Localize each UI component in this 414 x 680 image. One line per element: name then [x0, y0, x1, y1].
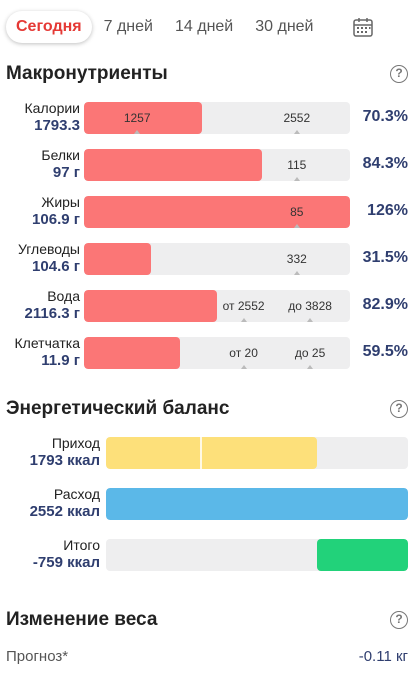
macro-percent: 82.9% [362, 296, 408, 313]
macro-target-label: 85 [290, 205, 304, 219]
macro-row: Углеводы 104.6 г 332 31.5% [0, 241, 414, 277]
macro-label: Белки 97 г [41, 147, 80, 182]
energy-value: -759 ккал [32, 554, 100, 571]
macro-name: Белки [41, 147, 80, 163]
macro-bar-fill [84, 290, 217, 322]
macro-bar-track: от 2552 до 3828 [84, 290, 350, 322]
energy-name: Расход [53, 486, 100, 502]
macro-label: Калории 1793.3 [25, 100, 80, 135]
macro-target-tick [293, 177, 300, 181]
tab-14-days[interactable]: 14 дней [174, 18, 234, 35]
macro-target-tick [307, 365, 314, 369]
energy-title: Энергетический баланс [6, 398, 230, 419]
macro-bar-track: 1257 2552 [84, 102, 350, 134]
macro-value: 106.9 г [32, 211, 80, 228]
macro-target-tick [293, 224, 300, 228]
weight-forecast-label: Прогноз* [6, 648, 69, 665]
macro-bar-track: 332 [84, 243, 350, 275]
weight-title: Изменение веса [6, 609, 158, 630]
macro-target-label: 115 [287, 158, 307, 172]
energy-bar-fill [106, 437, 318, 469]
macro-row: Вода 2116.3 г от 2552 до 3828 82.9% [0, 288, 414, 324]
calendar-icon[interactable] [352, 16, 374, 38]
macro-bar-fill [84, 337, 180, 369]
energy-name: Итого [63, 537, 100, 553]
energy-value: 1793 ккал [29, 452, 100, 469]
energy-bar-divider [199, 437, 202, 469]
macro-target-tick [240, 318, 247, 322]
macro-row: Жиры 106.9 г 85 126% [0, 194, 414, 230]
macro-percent: 70.3% [362, 108, 408, 125]
macro-row: Клетчатка 11.9 г от 20 до 25 59.5% [0, 335, 414, 371]
macro-label: Вода 2116.3 г [25, 288, 80, 323]
macro-target-label: 332 [286, 252, 307, 266]
macro-bar-track: 85 [84, 196, 350, 228]
macro-target-label: 2552 [283, 111, 311, 125]
energy-label: Расход 2552 ккал [30, 486, 100, 521]
macro-bar-track: от 20 до 25 [84, 337, 350, 369]
energy-bar-track [106, 488, 408, 520]
macro-bar-fill [84, 243, 151, 275]
macro-value: 104.6 г [32, 258, 80, 275]
macro-target-tick [240, 365, 247, 369]
energy-label: Приход 1793 ккал [30, 435, 100, 470]
macro-row: Белки 97 г 115 84.3% [0, 147, 414, 183]
energy-row: Приход 1793 ккал [0, 435, 414, 471]
energy-bar-track [106, 539, 408, 571]
macro-value: 2116.3 г [24, 305, 80, 322]
macro-name: Клетчатка [14, 335, 80, 351]
macro-percent: 84.3% [362, 155, 408, 172]
tab-today[interactable]: Сегодня [6, 11, 92, 43]
macro-percent: 59.5% [362, 343, 408, 360]
macro-value: 11.9 г [41, 352, 80, 369]
macro-target-label: до 3828 [288, 299, 332, 313]
macro-target-tick [293, 130, 300, 134]
macro-target-tick [134, 130, 141, 134]
macro-target-tick [293, 271, 300, 275]
energy-name: Приход [51, 435, 100, 451]
macros-help-icon[interactable]: ? [390, 65, 408, 83]
macro-target-label: от 2552 [222, 299, 265, 313]
macro-name: Калории [24, 100, 80, 116]
tab-30-days[interactable]: 30 дней [255, 18, 314, 35]
macro-target-label: от 20 [229, 346, 258, 360]
energy-bar-track [106, 437, 408, 469]
energy-help-icon[interactable]: ? [390, 400, 408, 418]
macro-target-label: 1257 [123, 111, 151, 125]
macro-name: Жиры [41, 194, 80, 210]
macro-bar-fill [84, 196, 350, 228]
macro-value: 1793.3 [34, 117, 80, 134]
energy-value: 2552 ккал [29, 503, 100, 520]
macro-name: Вода [47, 288, 80, 304]
macro-row: Калории 1793.3 1257 2552 70.3% [0, 100, 414, 136]
energy-bar-fill [106, 488, 408, 520]
tab-7-days[interactable]: 7 дней [103, 18, 153, 35]
period-tabs: Сегодня 7 дней 14 дней 30 дней [6, 10, 408, 44]
macro-label: Углеводы 104.6 г [18, 241, 80, 276]
energy-bar-fill [317, 539, 408, 571]
macro-percent: 126% [367, 202, 408, 219]
macro-bar-track: 115 [84, 149, 350, 181]
macro-percent: 31.5% [362, 249, 408, 266]
macro-bar-fill [84, 102, 203, 134]
macro-value: 97 г [52, 164, 80, 181]
macro-name: Углеводы [17, 241, 80, 257]
weight-forecast-value: -0.11 кг [358, 648, 408, 665]
macro-label: Клетчатка 11.9 г [15, 335, 80, 370]
energy-row: Расход 2552 ккал [0, 486, 414, 522]
macros-title: Макронутриенты [6, 63, 168, 84]
macro-bar-fill [84, 149, 263, 181]
weight-forecast-row: Прогноз* -0.11 кг [6, 648, 408, 670]
macro-target-tick [307, 318, 314, 322]
macro-label: Жиры 106.9 г [32, 194, 80, 229]
macro-target-label: до 25 [294, 346, 326, 360]
energy-row: Итого -759 ккал [0, 537, 414, 573]
weight-help-icon[interactable]: ? [390, 611, 408, 629]
energy-label: Итого -759 ккал [33, 537, 100, 572]
